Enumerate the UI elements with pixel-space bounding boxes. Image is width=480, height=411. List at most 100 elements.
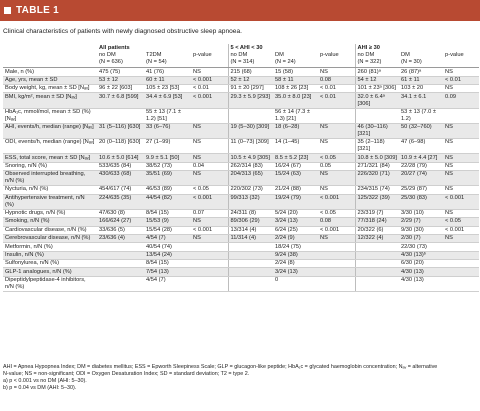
- table-row: Cardiovascular disease, n/N (%) 33/636 (5…: [3, 226, 480, 235]
- table-cell: 454/617 (74): [97, 185, 144, 195]
- subheader-cell: no DM: [354, 51, 400, 60]
- table-cell: [191, 276, 228, 293]
- empty-cell: [3, 52, 97, 59]
- table-cell: < 0.01: [443, 76, 480, 86]
- group-header-row: All patients 5 < AHI < 30 AHI ≥ 30: [3, 44, 480, 52]
- table-cell: [227, 108, 273, 124]
- table-cell: 19 (5–30) [309]: [227, 123, 273, 140]
- table-row: Sulfonylurea, n/N (%) 8/54 (15) 2/24 (8) 6/…: [3, 259, 480, 269]
- table-cell: 8/54 (15): [144, 259, 191, 269]
- table-cell: < 0.001: [191, 92, 228, 109]
- table-cell: 2/30 (7): [399, 234, 444, 244]
- table-cell: [191, 242, 228, 252]
- table-cell: [354, 108, 400, 124]
- table-cell: [97, 251, 144, 261]
- table-cell: 105 ± 23 [53]: [144, 84, 191, 94]
- table-cell: 3/30 (10): [399, 209, 444, 219]
- table-cell: [191, 267, 228, 277]
- row-label: Hypnotic drugs, n/N (%): [3, 209, 97, 219]
- table-cell: [354, 267, 400, 277]
- table-cell: 11/314 (4): [227, 234, 273, 244]
- table-cell: NS: [318, 67, 356, 77]
- table-cell: < 0.001: [443, 194, 480, 210]
- table-cell: 27 (1–99): [144, 138, 191, 155]
- footnote: AHI = Apnea Hypopnea Index; DM = diabete…: [3, 364, 438, 370]
- row-label: Insulin, n/N (%): [3, 251, 97, 261]
- table-cell: [318, 276, 356, 293]
- table-cell: < 0.01: [318, 84, 356, 94]
- table-cell: 30.7 ± 6.8 [599]: [97, 92, 144, 109]
- row-label: Observed interrupted breathing, n/N (%): [3, 170, 97, 187]
- table-cell: 47/630 (8): [97, 209, 144, 219]
- table-cell: 32.0 ± 6.4ᵃ [306]: [354, 92, 400, 109]
- table-cell: [191, 108, 228, 124]
- table-row: Male, n (%) 475 (75) 41 (76) NS 215 (68) 15 (…: [3, 67, 480, 77]
- table-cell: NS: [443, 234, 480, 244]
- table-cell: [443, 108, 480, 124]
- table-cell: 16/24 (67): [273, 162, 318, 172]
- table-cell: 0.09: [443, 92, 480, 109]
- table-cell: 35/51 (69): [144, 170, 191, 187]
- table-cell: 125/322 (39): [354, 194, 400, 210]
- table-cell: NS: [318, 123, 356, 140]
- row-label: Cardiovascular disease, n/N (%): [3, 226, 97, 235]
- table-cell: NS: [443, 84, 480, 94]
- table-cell: 226/320 (71): [354, 170, 400, 187]
- table-cell: [227, 267, 273, 277]
- table-cell: 20/27 (74): [399, 170, 444, 187]
- table-cell: 40/54 (74): [144, 242, 191, 252]
- table-cell: 0: [273, 276, 318, 293]
- table-cell: [97, 242, 144, 252]
- table-cell: 35 (2–118) [321]: [354, 138, 400, 155]
- row-label: Smoking, n/N (%): [3, 217, 97, 227]
- square-icon: [4, 7, 11, 14]
- table-row: GLP-1 analogues, n/N (%) 7/54 (13) 3/24 (1…: [3, 267, 480, 277]
- table-cell: 12/322 (4): [354, 234, 400, 244]
- table-cell: 20/322 (6): [354, 226, 400, 235]
- table-cell: NS: [191, 123, 228, 140]
- table-row: ODI, events/h, median (range) [Nₐᵥ] 20 (0…: [3, 138, 480, 155]
- row-label: Nycturia, n/N (%): [3, 185, 97, 195]
- table-cell: 0.08: [318, 217, 356, 227]
- row-label: HbA₁c, mmol/mol, mean ± SD (%) [Nₐᵥ]: [3, 108, 97, 124]
- table-cell: 26 (87)ᵃ: [399, 67, 444, 77]
- table-row: BMI, kg/m², mean ± SD [Nₐᵥ] 30.7 ± 6.8 [5…: [3, 92, 480, 109]
- table-cell: 15/53 (9): [144, 217, 191, 227]
- subheader-cell: no DM: [99, 52, 116, 59]
- table-cell: 0.07: [191, 209, 228, 219]
- table-cell: 533/635 (84): [97, 162, 144, 172]
- group-header: AHI ≥ 30: [354, 44, 480, 52]
- row-label: BMI, kg/m², mean ± SD [Nₐᵥ]: [3, 92, 97, 109]
- row-label: Antihypertensive treatment, n/N (%): [3, 194, 97, 210]
- table-cell: [97, 108, 144, 124]
- table-cell: [443, 251, 480, 261]
- table-cell: 430/633 (68): [97, 170, 144, 187]
- table-cell: < 0.001: [191, 76, 228, 86]
- table-cell: NS: [191, 138, 228, 155]
- table-cell: [443, 267, 480, 277]
- table-cell: 35.0 ± 8.0 [23]: [273, 92, 318, 109]
- empty-cell: [318, 59, 356, 69]
- table-cell: < 0.01: [191, 84, 228, 94]
- table-row: Nycturia, n/N (%) 454/617 (74) 46/53 (89) <…: [3, 185, 480, 195]
- table-cell: < 0.001: [443, 226, 480, 235]
- table-cell: 58 ± 11: [273, 76, 318, 86]
- table-row: HbA₁c, mmol/mol, mean ± SD (%) [Nₐᵥ] 55 ±…: [3, 108, 480, 124]
- table-cell: NS: [443, 185, 480, 195]
- table-cell: 24/311 (8): [227, 209, 273, 219]
- table-cell: 10.5 ± 4.9 [305]: [227, 153, 273, 163]
- subheader-cell: DM: [275, 52, 284, 59]
- table-cell: 41 (76): [144, 67, 191, 77]
- table-cell: [318, 108, 356, 124]
- footnotes: AHI = Apnea Hypopnea Index; DM = diabete…: [3, 364, 477, 392]
- table-cell: NS: [191, 67, 228, 77]
- table-cell: 89/306 (29): [227, 217, 273, 227]
- table-cell: 10.8 ± 5.0 [309]: [354, 153, 400, 163]
- table-cell: 108 ± 26 [23]: [273, 84, 318, 94]
- table-cell: 55 ± 13 (7.1 ± 1.2) [51]: [144, 108, 191, 124]
- table-cell: 91 ± 20 [297]: [227, 84, 273, 94]
- empty-cell: [191, 59, 228, 69]
- table-cell: 220/302 (73): [227, 185, 273, 195]
- table-cell: NS: [191, 217, 228, 227]
- table-cell: 14 (1–45): [273, 138, 318, 155]
